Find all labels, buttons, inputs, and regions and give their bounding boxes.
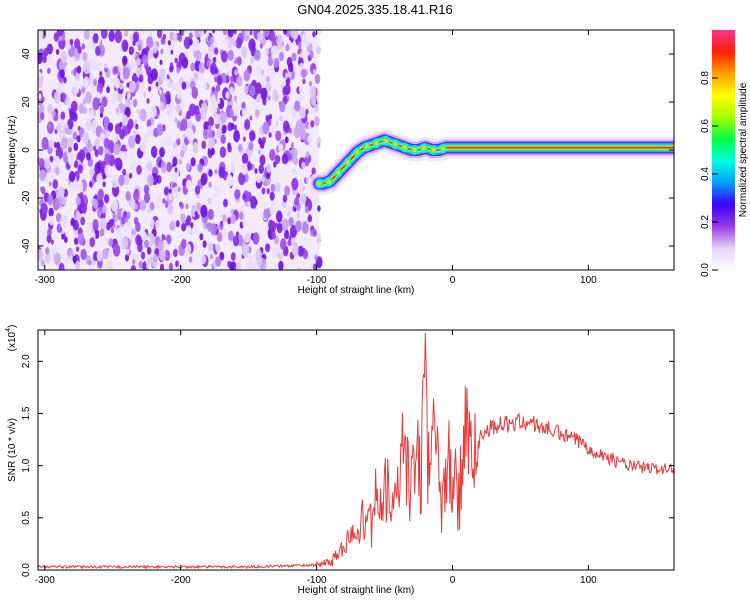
colorbar-gradient	[712, 30, 735, 270]
snr-xtick-label: -300	[35, 575, 55, 586]
snr-multiplier: (x104)	[5, 325, 18, 352]
spectrogram-y-axis-label: Frequency (Hz)	[7, 116, 18, 185]
spectrogram-xtick-label: -300	[35, 275, 55, 286]
spectrogram-ytick-label: -40	[21, 238, 32, 253]
snr-series-line	[38, 332, 674, 570]
snr-multiplier-base: (x10	[7, 331, 18, 351]
snr-xtick-label: -200	[171, 575, 191, 586]
snr-multiplier-exp: 4	[5, 328, 12, 332]
colorbar: 0.0 0.2 0.4 0.6 0.8 Normalized spectral ampl…	[700, 30, 749, 277]
snr-ytick-label: 0.5	[21, 510, 32, 524]
colorbar-tick-label: 0.2	[700, 215, 711, 229]
spectrogram-ytick-label: 40	[21, 48, 32, 60]
spectrogram-ytick-label: -20	[21, 190, 32, 205]
colorbar-tick-label: 0.6	[700, 119, 711, 133]
spectrogram-ridge	[308, 129, 674, 195]
svg-text:(x104): (x104)	[5, 325, 18, 352]
colorbar-label: Normalized spectral amplitude	[738, 82, 749, 217]
snr-frame	[37, 329, 675, 571]
figure-title: GN04.2025.335.18.41.R16	[297, 2, 452, 17]
colorbar-ticks: 0.0 0.2 0.4 0.6 0.8	[700, 71, 718, 277]
snr-xtick-label: 100	[580, 575, 597, 586]
snr-ytick-label: 2.0	[21, 354, 32, 368]
colorbar-tick-label: 0.4	[700, 167, 711, 181]
spectrogram-x-axis-label: Height of straight line (km)	[298, 285, 415, 296]
snr-ticks: -300 -200 -100 0 100 0.0 0.5 1.0 1.5 2.0	[21, 330, 674, 586]
snr-ytick-label: 0.0	[21, 563, 32, 577]
colorbar-tick-label: 0.0	[700, 263, 711, 277]
snr-panel: -300 -200 -100 0 100 0.0 0.5 1.0 1.5 2.0 Height o…	[5, 325, 675, 596]
spectrogram-xtick-label: -100	[307, 275, 327, 286]
spectrogram-heatmap	[38, 30, 674, 270]
spectrogram-ytick-label: 20	[21, 96, 32, 108]
snr-ytick-label: 1.5	[21, 406, 32, 420]
snr-y-axis-label: SNR (10 * v/v)	[7, 418, 18, 482]
snr-xtick-label: -100	[307, 575, 327, 586]
spectrogram-xtick-label: -200	[171, 275, 191, 286]
spectrogram-ytick-label: 0	[21, 147, 32, 153]
colorbar-tick-label: 0.8	[700, 71, 711, 85]
snr-ytick-label: 1.0	[21, 458, 32, 472]
spectrogram-noise	[38, 30, 323, 270]
spectrogram-xtick-label: 100	[580, 275, 597, 286]
snr-line-layer	[38, 332, 674, 570]
spectrogram-xtick-label: 0	[450, 275, 456, 286]
snr-xtick-label: 0	[450, 575, 456, 586]
snr-x-axis-label: Height of straight line (km)	[298, 585, 415, 596]
